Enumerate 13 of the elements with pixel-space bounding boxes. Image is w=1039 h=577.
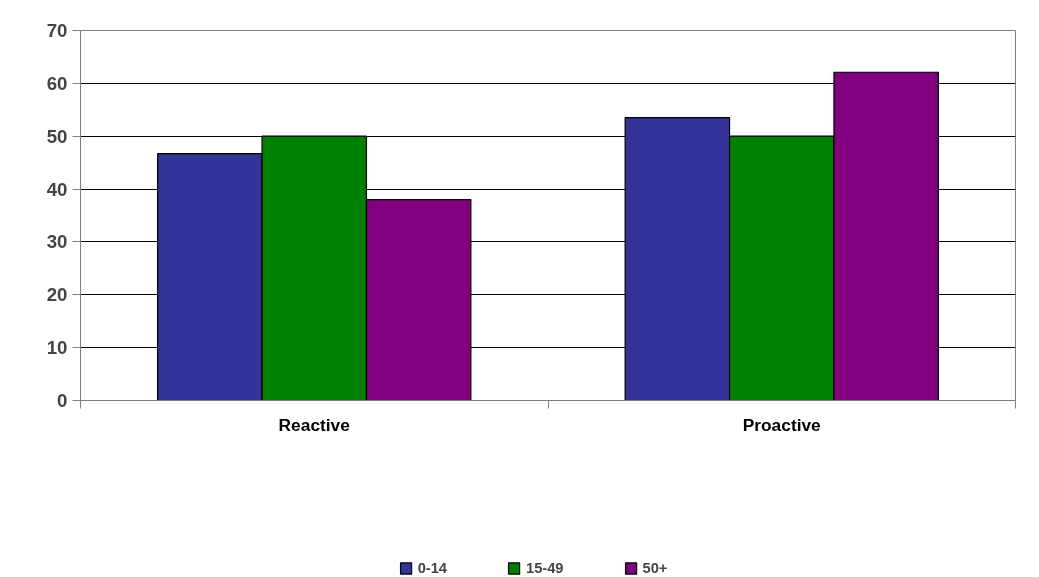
x-tick-label: Reactive [278, 414, 351, 435]
legend-label: 15-49 [525, 559, 564, 576]
y-tick-label: 70 [46, 20, 68, 41]
legend-label: 0-14 [417, 559, 447, 576]
legend-label: 50+ [642, 559, 668, 576]
y-tick-label: 50 [46, 125, 68, 147]
y-tick-label: 0 [57, 390, 68, 411]
y-tick-label: 30 [46, 231, 68, 253]
y-tick-label: 60 [46, 72, 68, 94]
y-tick-label: 10 [46, 337, 68, 359]
y-tick-label: 40 [46, 178, 68, 200]
x-tick-label: Proactive [742, 414, 822, 435]
y-tick-label: 20 [46, 284, 68, 306]
